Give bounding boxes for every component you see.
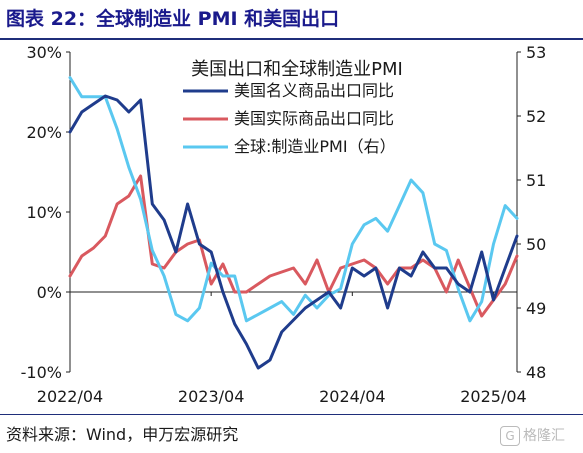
chart-axes: -10% 0% 10% 20% 30% 48 49 50 51 52 53 2022/04 2023/0… (21, 43, 547, 406)
y-left-tick-label: -10% (21, 363, 62, 382)
source-note: 资料来源：Wind，申万宏源研究 (6, 425, 239, 444)
series-line-2 (68, 174, 519, 318)
y-right-tick-label: 53 (526, 43, 546, 62)
x-tick-label: 2025/04 (460, 387, 526, 406)
series-line-3 (68, 76, 519, 323)
y-right-tick-label: 49 (526, 299, 546, 318)
chart-series-group (68, 76, 519, 370)
y-left-tick-label: 0% (37, 283, 62, 302)
series-line-1 (68, 94, 519, 370)
chart-canvas: -10% 0% 10% 20% 30% 48 49 50 51 52 53 2022/04 2023/0… (21, 43, 547, 406)
watermark-text: 格隆汇 (523, 428, 565, 444)
chart-title: 美国出口和全球制造业PMI (191, 59, 403, 80)
y-right-tick-label: 51 (526, 171, 546, 190)
legend-label: 全球:制造业PMI（右） (234, 137, 396, 156)
legend-label: 美国实际商品出口同比 (234, 109, 394, 128)
legend-label: 美国名义商品出口同比 (234, 81, 394, 100)
x-tick-label: 2022/04 (37, 387, 103, 406)
x-tick-label: 2023/04 (178, 387, 244, 406)
source-divider (0, 414, 583, 415)
y-right-tick-label: 48 (526, 363, 546, 382)
y-left-tick-label: 10% (26, 203, 62, 222)
chart-legend: 美国出口和全球制造业PMI美国名义商品出口同比美国实际商品出口同比全球:制造业P… (183, 59, 403, 156)
y-right-tick-label: 52 (526, 107, 546, 126)
y-right-tick-label: 50 (526, 235, 546, 254)
watermark: G 格隆汇 (500, 424, 565, 448)
watermark-logo-icon: G (500, 426, 520, 446)
figure-title: 图表 22：全球制造业 PMI 和美国出口 (6, 8, 340, 30)
y-left-tick-label: 20% (26, 123, 62, 142)
title-divider (0, 38, 583, 40)
x-tick-label: 2024/04 (319, 387, 385, 406)
y-left-tick-label: 30% (26, 43, 62, 62)
